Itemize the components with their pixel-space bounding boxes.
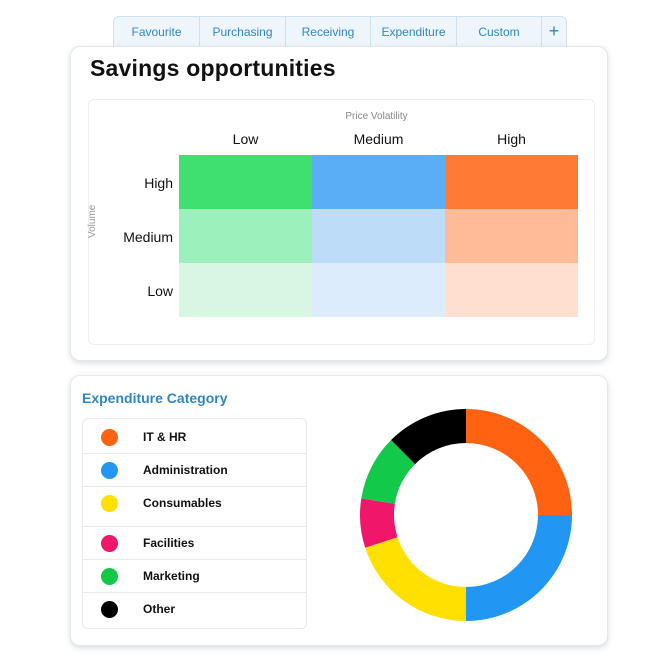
row-label-medium: Medium <box>123 229 173 245</box>
tab-receiving[interactable]: Receiving <box>286 17 371 47</box>
other-color-dot <box>101 601 118 618</box>
tab-bar: Favourite Purchasing Receiving Expenditu… <box>113 16 567 48</box>
legend-item-marketing[interactable]: Marketing <box>83 560 306 593</box>
legend-label: Marketing <box>143 569 200 583</box>
column-label-low: Low <box>232 131 259 147</box>
column-label-medium: Medium <box>353 131 404 147</box>
tab-custom[interactable]: Custom <box>457 17 542 47</box>
tab-expenditure[interactable]: Expenditure <box>371 17 457 47</box>
column-label-high: High <box>497 131 526 147</box>
matrix-cell-low-low[interactable] <box>179 263 312 317</box>
expenditure-category-card: Expenditure Category IT & HR Administrat… <box>70 375 608 646</box>
legend-label: IT & HR <box>143 430 187 444</box>
expenditure-donut-chart <box>360 409 572 621</box>
matrix-cell-medium-medium[interactable] <box>312 209 445 263</box>
consumables-color-dot <box>101 495 118 512</box>
matrix-cell-low-medium[interactable] <box>312 263 445 317</box>
legend-label: Consumables <box>143 496 222 510</box>
legend-label: Other <box>143 602 176 616</box>
matrix-cell-medium-high[interactable] <box>445 209 578 263</box>
donut-slice-marketing[interactable] <box>361 440 416 504</box>
donut-slice-other[interactable] <box>391 409 466 465</box>
legend-label: Administration <box>143 463 228 477</box>
donut-slice-consumables[interactable] <box>365 537 466 621</box>
donut-slice-facilities[interactable] <box>360 498 398 548</box>
x-axis-title: Price Volatility <box>345 111 408 122</box>
savings-matrix: Price Volatility Volume Low Medium High … <box>87 99 595 345</box>
administration-color-dot <box>101 462 118 479</box>
add-tab-button[interactable]: + <box>548 21 560 41</box>
matrix-cell-medium-low[interactable] <box>179 209 312 263</box>
row-label-low: Low <box>147 283 173 299</box>
it-hr-color-dot <box>101 429 118 446</box>
category-legend: IT & HR Administration Consumables Facil… <box>82 418 307 629</box>
donut-slice-administration[interactable] <box>466 515 572 621</box>
matrix-cell-high-medium[interactable] <box>312 155 445 209</box>
facilities-color-dot <box>101 535 118 552</box>
section-title: Expenditure Category <box>82 390 228 406</box>
legend-item-consumables[interactable]: Consumables <box>83 487 306 527</box>
tab-purchasing[interactable]: Purchasing <box>200 17 286 47</box>
legend-item-administration[interactable]: Administration <box>83 454 306 487</box>
donut-slice-it-hr[interactable] <box>466 409 572 515</box>
marketing-color-dot <box>101 568 118 585</box>
legend-item-other[interactable]: Other <box>83 593 306 626</box>
savings-opportunities-card: Savings opportunities Price Volatility V… <box>70 46 608 361</box>
row-label-high: High <box>144 175 173 191</box>
y-axis-title: Volume <box>87 204 98 238</box>
legend-item-it-hr[interactable]: IT & HR <box>83 421 306 454</box>
matrix-cell-high-low[interactable] <box>179 155 312 209</box>
matrix-cell-low-high[interactable] <box>445 263 578 317</box>
legend-label: Facilities <box>143 536 195 550</box>
legend-item-facilities[interactable]: Facilities <box>83 527 306 560</box>
matrix-cell-high-high[interactable] <box>445 155 578 209</box>
card-title: Savings opportunities <box>90 55 336 81</box>
tab-favourite[interactable]: Favourite <box>114 17 200 47</box>
